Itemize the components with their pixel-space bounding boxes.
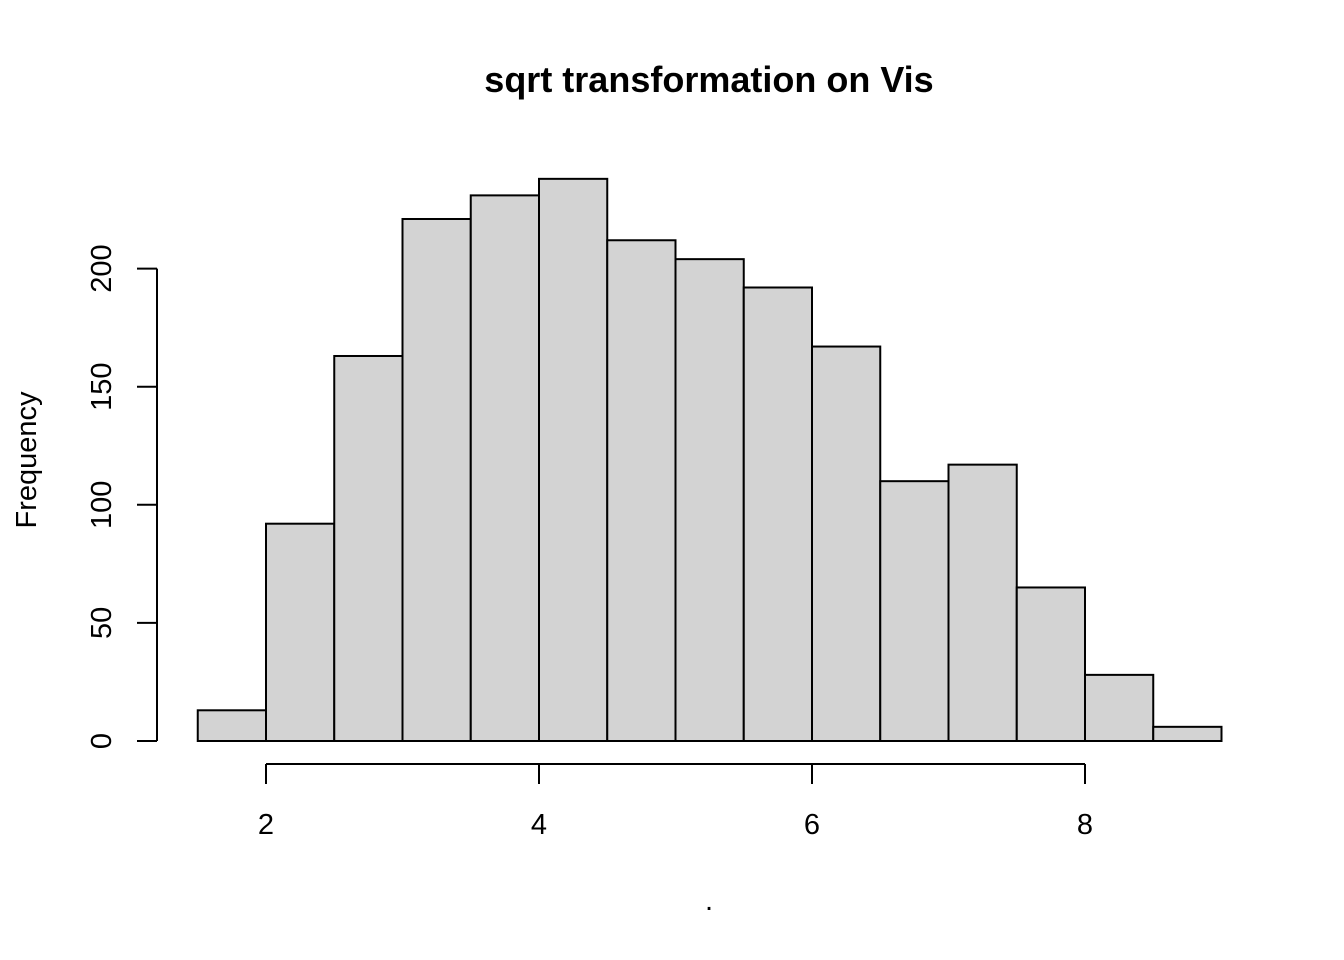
y-tick-label: 0: [86, 733, 118, 749]
histogram-bars: [196, 177, 1223, 743]
histogram-bar: [1084, 673, 1155, 743]
y-tick-label: 200: [86, 244, 118, 292]
x-tick-label: 2: [258, 809, 274, 841]
chart-title: sqrt transformation on Vis: [484, 59, 933, 100]
histogram-bar: [196, 709, 267, 743]
histogram-bar: [811, 345, 882, 742]
histogram-bar: [469, 194, 540, 743]
histogram-bar: [606, 239, 677, 742]
y-axis-label: Frequency: [11, 391, 43, 529]
histogram-bar: [401, 217, 472, 743]
y-tick-label: 50: [86, 607, 118, 639]
histogram-bar: [947, 463, 1018, 742]
x-axis-label: .: [705, 885, 713, 917]
x-tick-label: 8: [1077, 809, 1093, 841]
y-axis: 0 50 100 150 200: [86, 244, 158, 749]
y-tick-label: 150: [86, 363, 118, 411]
x-tick-label: 4: [531, 809, 547, 841]
histogram-bar: [265, 522, 336, 742]
histogram-bar: [1015, 586, 1086, 742]
x-tick-label: 6: [804, 809, 820, 841]
histogram-bar: [538, 177, 609, 742]
histogram-bar: [1152, 725, 1223, 743]
y-tick-label: 100: [86, 481, 118, 529]
x-axis: 2 4 6 8: [258, 763, 1093, 841]
histogram-bar: [742, 286, 813, 742]
histogram-bar: [333, 354, 404, 742]
histogram-bar: [879, 480, 950, 742]
histogram-bar: [674, 258, 745, 742]
